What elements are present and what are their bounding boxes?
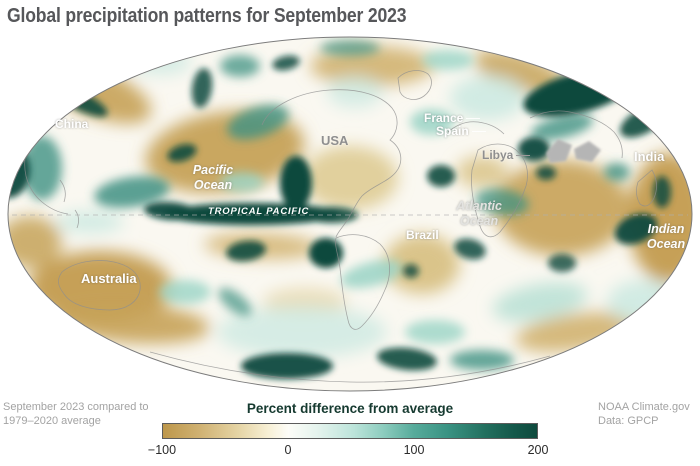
label-libya-text: Libya (482, 148, 514, 162)
label-china: China (55, 117, 89, 131)
colorbar-tick-100: 100 (403, 443, 425, 457)
baseline-note-line2: 1979–2020 average (3, 414, 101, 427)
label-india: India (634, 149, 665, 164)
source-note: NOAA Climate.gov Data: GPCP (598, 401, 690, 428)
page-title: Global precipitation patterns for Septem… (7, 5, 407, 27)
label-libya: Libya (482, 148, 531, 162)
colorbar-tick-200: 200 (527, 443, 549, 457)
france-callout-line (466, 117, 481, 119)
label-france-text: France (424, 111, 464, 125)
label-australia: Australia (81, 271, 137, 286)
label-atlantic-ocean: Atlantic Ocean (456, 199, 502, 228)
baseline-note-line1: September 2023 compared to (3, 401, 149, 413)
label-brazil: Brazil (406, 228, 439, 242)
source-note-line2: Data: GPCP (598, 414, 659, 427)
baseline-note: September 2023 compared to 1979–2020 ave… (3, 401, 149, 428)
coastlines (24, 70, 657, 383)
label-spain-text: Spain (436, 124, 469, 138)
label-usa: USA (321, 133, 349, 148)
colorbar-tick-0: 0 (284, 443, 292, 457)
label-indian-ocean: Indian Ocean (646, 222, 686, 251)
source-note-line1: NOAA Climate.gov (598, 401, 690, 413)
label-pacific-ocean: Pacific Ocean (192, 163, 234, 192)
legend-title: Percent difference from average (246, 401, 454, 416)
colorbar-tick-neg100: −100 (147, 443, 177, 457)
spain-callout-line (471, 130, 486, 132)
label-spain: Spain (436, 124, 486, 138)
colorbar-gradient (162, 423, 538, 439)
label-france: France (424, 111, 481, 125)
missing-data-patches (546, 139, 601, 163)
label-tropical-pacific: TROPICAL PACIFIC (208, 206, 310, 217)
libya-callout-line (516, 154, 531, 156)
map-outline (7, 36, 693, 392)
